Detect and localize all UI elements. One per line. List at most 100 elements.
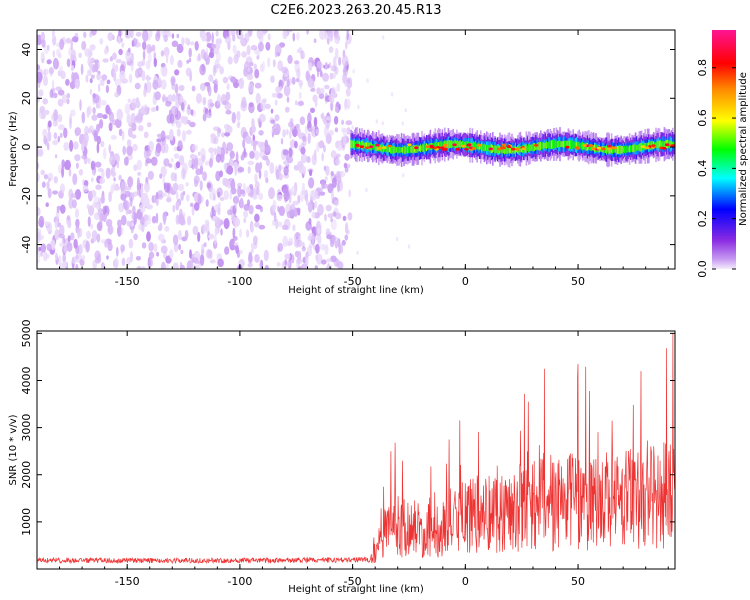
noise-blob — [151, 156, 158, 166]
noise-blob — [243, 217, 247, 224]
band-cell — [577, 141, 579, 149]
noise-blob — [283, 189, 290, 202]
noise-blob — [302, 51, 305, 60]
noise-blob — [333, 115, 339, 125]
noise-blob — [46, 243, 52, 252]
noise-blob — [264, 169, 268, 180]
noise-blob — [42, 98, 48, 105]
noise-blob — [102, 205, 108, 215]
band-cell — [398, 146, 400, 154]
noise-blob — [313, 212, 320, 219]
band-cell — [568, 140, 571, 149]
band-peak — [506, 145, 511, 148]
noise-blob — [156, 251, 160, 257]
band-cell — [420, 144, 422, 152]
band-cell — [556, 140, 559, 148]
noise-blob — [202, 171, 208, 182]
noise-blob — [169, 54, 174, 66]
band-cell — [566, 140, 568, 148]
noise-blob — [203, 242, 207, 248]
noise-blob — [116, 162, 120, 169]
band-cell — [574, 142, 577, 148]
band-cell — [464, 141, 466, 148]
band-peak — [443, 143, 448, 147]
noise-blob — [108, 122, 113, 132]
band-cell — [538, 142, 541, 151]
noise-blob — [126, 256, 131, 266]
noise-blob — [264, 144, 271, 155]
noise-blob — [131, 122, 137, 132]
noise-blob — [89, 59, 93, 70]
noise-blob — [223, 30, 230, 34]
noise-blob — [114, 257, 119, 269]
band-cell — [506, 146, 508, 154]
noise-blob — [38, 246, 42, 252]
noise-blob — [342, 215, 347, 222]
noise-blob — [236, 50, 241, 59]
noise-blob — [396, 236, 399, 242]
noise-blob — [173, 153, 180, 159]
noise-blob — [151, 195, 155, 203]
noise-blob — [197, 193, 202, 205]
noise-blob — [237, 185, 242, 198]
noise-blob — [341, 55, 349, 67]
noise-blob — [326, 258, 332, 263]
noise-blob — [74, 154, 81, 162]
noise-blob — [337, 261, 344, 269]
band-cell — [564, 140, 566, 148]
snr-ticks: -150 -100 -50 0 50 1000 2000 3000 4000 5000 — [20, 319, 675, 588]
noise-blob — [197, 53, 201, 61]
noise-blob — [289, 30, 293, 33]
band-cell — [542, 142, 544, 150]
noise-blob — [131, 211, 138, 221]
spectrogram-ylabel: Frequency (Hz) — [8, 111, 19, 187]
noise-blob — [334, 47, 339, 60]
noise-blob — [160, 245, 168, 254]
band-cell — [402, 147, 404, 153]
noise-blob — [105, 167, 111, 179]
noise-blob — [169, 249, 174, 259]
noise-blob — [248, 251, 253, 263]
noise-blob — [292, 200, 299, 206]
noise-blob — [201, 243, 205, 255]
band-cell — [669, 140, 672, 148]
noise-blob — [308, 62, 313, 72]
noise-blob — [263, 249, 269, 262]
noise-blob — [301, 135, 307, 142]
noise-blob — [156, 133, 164, 138]
noise-blob — [256, 30, 263, 40]
noise-blob — [163, 34, 168, 43]
band-cell — [604, 146, 607, 154]
noise-blob — [382, 35, 385, 40]
band-cell — [362, 141, 364, 150]
noise-blob — [118, 128, 123, 137]
noise-blob — [192, 257, 199, 264]
noise-blob — [177, 229, 182, 241]
noise-blob — [224, 132, 231, 137]
noise-blob — [232, 227, 236, 239]
band-peak — [440, 146, 445, 150]
colorbar-tick-label: 0.8 — [696, 59, 709, 77]
noise-blob — [47, 120, 52, 128]
colorbar-ticks: 0.0 0.2 0.4 0.6 0.8 — [696, 59, 736, 278]
band-cell — [558, 141, 560, 148]
noise-blob — [305, 257, 309, 267]
band-cell — [373, 144, 375, 150]
band-cell — [507, 146, 510, 154]
band-cell — [417, 145, 420, 152]
noise-blob — [270, 108, 274, 114]
noise-blob — [230, 76, 237, 83]
noise-blob — [158, 76, 161, 86]
band-cell — [500, 146, 502, 153]
band-peak — [369, 145, 374, 149]
noise-blob — [317, 191, 321, 197]
noise-blob — [185, 182, 189, 187]
band-peak — [455, 147, 460, 151]
band-peak — [497, 147, 502, 151]
noise-blob — [141, 266, 146, 269]
noise-blob — [86, 204, 90, 210]
noise-blob — [316, 60, 322, 69]
band-cell — [440, 140, 442, 150]
noise-blob — [78, 243, 83, 254]
band-cell — [424, 144, 427, 151]
